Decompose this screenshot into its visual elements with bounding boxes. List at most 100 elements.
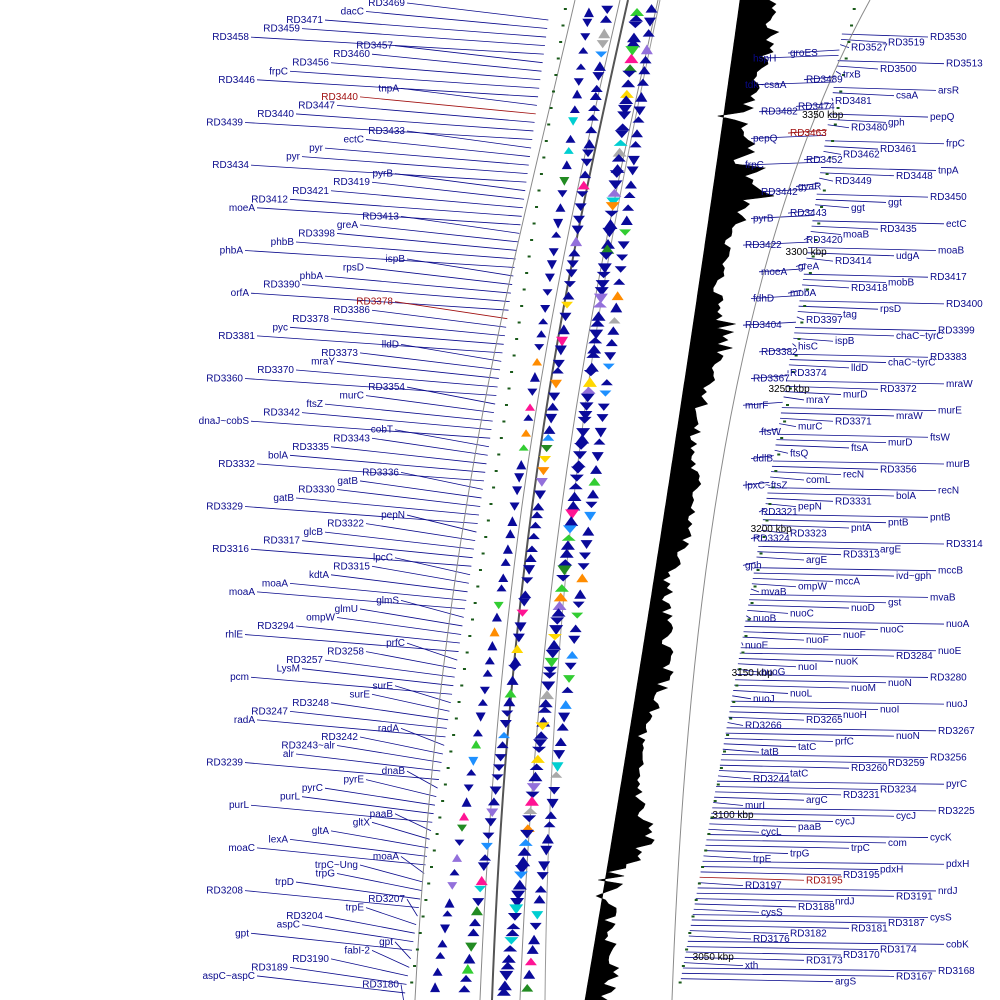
- feature-arrow: [624, 53, 639, 64]
- gene-label: RD3266: [745, 720, 782, 731]
- tick-mark: [814, 239, 818, 241]
- feature-arrow: [619, 89, 634, 98]
- feature-arrow: [489, 627, 500, 637]
- feature-arrow: [544, 811, 557, 819]
- gene-label: chaC~tyrC: [888, 358, 936, 369]
- leader-line: [724, 738, 834, 742]
- feature-arrow: [529, 521, 542, 529]
- gene-label: pepQ: [753, 133, 778, 144]
- tick-mark: [465, 651, 469, 654]
- feature-arrow: [580, 393, 595, 403]
- leader-line: [406, 2, 549, 21]
- tick-mark: [421, 915, 425, 918]
- tick-mark: [515, 338, 519, 340]
- gene-label: nuoC: [880, 624, 904, 635]
- gene-label: cycK: [930, 833, 952, 844]
- feature-arrow: [503, 697, 516, 707]
- feature-arrow: [567, 491, 582, 502]
- leader-line: [365, 267, 513, 285]
- feature-arrow: [531, 911, 544, 920]
- feature-arrow: [541, 833, 554, 844]
- gene-label: ivd~gph: [896, 571, 931, 582]
- leader-line: [770, 476, 805, 481]
- gene-label: comL: [806, 475, 831, 486]
- feature-arrow: [550, 617, 565, 625]
- gene-label: RD3242: [321, 732, 358, 743]
- gene-label: RD3461: [880, 144, 917, 155]
- gene-label: RD3378: [356, 297, 393, 308]
- feature-arrow: [591, 311, 606, 321]
- tick-mark: [530, 239, 534, 241]
- feature-arrow: [525, 403, 536, 411]
- feature-arrow: [569, 624, 582, 633]
- leader-line: [330, 62, 541, 81]
- feature-arrow: [525, 791, 540, 799]
- feature-arrow: [601, 5, 614, 15]
- tick-mark: [820, 206, 824, 208]
- leader-line: [780, 417, 834, 422]
- feature-arrow: [546, 402, 559, 411]
- feature-arrow: [551, 231, 562, 238]
- leader-line: [807, 252, 895, 257]
- feature-arrow: [487, 640, 498, 651]
- leader-line: [336, 105, 535, 123]
- leader-line: [797, 311, 842, 315]
- leader-line: [324, 915, 415, 934]
- leader-line: [244, 122, 533, 140]
- gene-label: RD3321: [761, 507, 798, 518]
- feature-arrow: [563, 675, 576, 683]
- gene-label: ompW: [798, 582, 827, 593]
- leader-line: [743, 631, 842, 636]
- gene-label: mccA: [835, 576, 860, 587]
- gene-label: RD3399: [938, 326, 975, 337]
- leader-line: [406, 898, 418, 917]
- leader-line: [244, 250, 515, 268]
- feature-arrow: [643, 17, 656, 27]
- gene-label: RD3374: [790, 368, 827, 379]
- gene-label: RD3258: [327, 647, 364, 658]
- feature-arrow: [545, 413, 558, 424]
- gene-label: ddlB: [753, 454, 773, 465]
- feature-arrow: [514, 865, 529, 874]
- gene-label: ispB: [835, 336, 855, 347]
- leader-line: [761, 524, 850, 529]
- gene-label: RD3324: [753, 534, 790, 545]
- gene-label: ggt: [851, 203, 865, 214]
- gene-label: RD3243~alr: [281, 741, 335, 752]
- feature-arrow: [556, 574, 571, 582]
- gene-label: pepN: [798, 502, 822, 513]
- leader-line: [811, 225, 879, 230]
- gene-label: gpt: [235, 928, 249, 939]
- feature-arrow: [631, 129, 644, 138]
- feature-arrow: [460, 974, 473, 982]
- leader-line: [789, 359, 887, 363]
- tick-mark: [741, 651, 745, 654]
- gene-label: prfC: [835, 736, 854, 747]
- tick-mark: [443, 783, 447, 786]
- feature-arrow: [484, 818, 497, 827]
- gene-label: tnpA: [378, 83, 399, 94]
- leader-line: [742, 241, 810, 246]
- feature-arrow: [564, 516, 579, 527]
- leader-line: [371, 309, 507, 328]
- gene-label: nrdJ: [835, 897, 854, 908]
- leader-line: [819, 177, 834, 182]
- leader-line: [762, 519, 887, 524]
- gene-label: greA: [337, 220, 358, 231]
- feature-arrow: [600, 238, 615, 249]
- gene-label: ftsW: [930, 432, 951, 443]
- feature-arrow: [468, 918, 481, 927]
- tick-mark: [499, 437, 503, 439]
- feature-arrow: [534, 344, 545, 351]
- leader-line: [815, 199, 887, 203]
- gene-label: mobA: [790, 288, 816, 299]
- feature-arrow: [619, 95, 634, 104]
- feature-arrow: [583, 7, 594, 18]
- leader-line: [749, 599, 887, 604]
- leader-line: [336, 233, 517, 251]
- tick-mark: [729, 717, 733, 720]
- gene-label: RD3195: [806, 875, 843, 886]
- feature-arrow: [506, 923, 521, 930]
- gene-label: radA: [378, 723, 399, 734]
- gene-label: RD3280: [930, 672, 967, 683]
